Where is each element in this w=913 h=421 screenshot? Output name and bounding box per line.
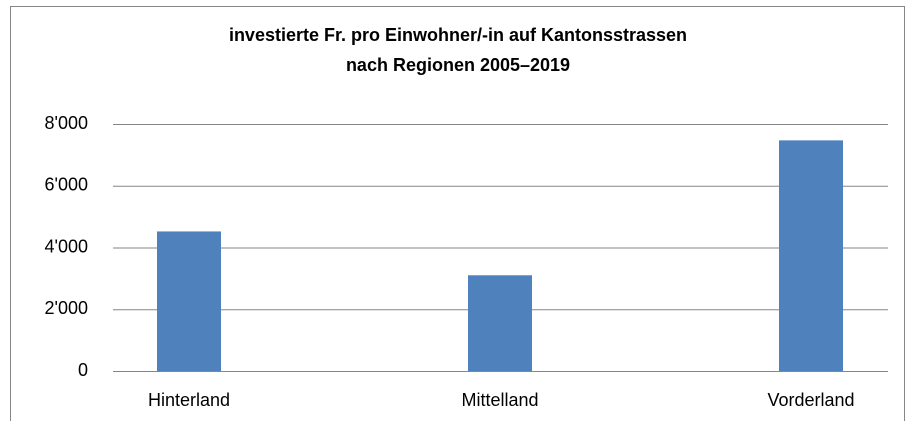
- y-tick-label: 2'000: [45, 298, 88, 318]
- bar: [157, 231, 221, 371]
- y-tick-label: 4'000: [45, 236, 88, 256]
- x-tick-label: Vorderland: [767, 390, 854, 410]
- y-tick-label: 8'000: [45, 113, 88, 133]
- chart-title: investierte Fr. pro Einwohner/-in auf Ka…: [229, 25, 687, 45]
- x-tick-label: Hinterland: [148, 390, 230, 410]
- y-tick-label: 6'000: [45, 175, 88, 195]
- y-tick-label: 0: [78, 360, 88, 380]
- bar: [779, 140, 843, 371]
- x-tick-label: Mittelland: [461, 390, 538, 410]
- chart-title: nach Regionen 2005–2019: [346, 55, 570, 75]
- bar: [468, 275, 532, 371]
